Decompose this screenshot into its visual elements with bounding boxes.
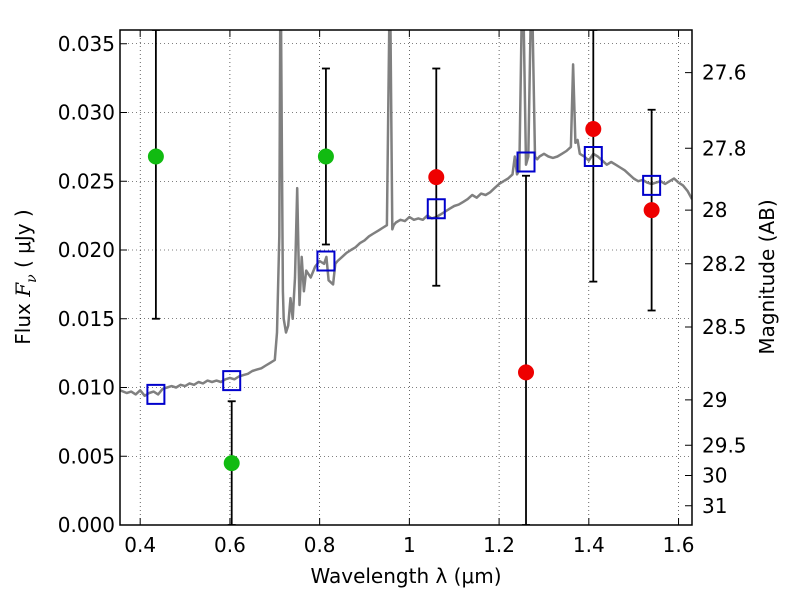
red-photometry-point [585,121,602,137]
y-tick-label: 0.005 [58,444,115,468]
x-tick-label: 0.4 [124,533,156,557]
model-band-square [222,370,242,392]
y-tick-label: 0.000 [58,513,115,537]
model-band-square [426,198,446,220]
model-spectrum-line [120,30,692,398]
y-tick-label: 0.035 [58,32,115,56]
y2-tick-label: 28.2 [702,252,747,276]
y2-tick-label: 28.5 [702,315,747,339]
y2-tick-label: 29.5 [702,433,747,457]
plot-area [120,30,692,525]
x-tick-label: 1.2 [483,533,515,557]
y-tick-label: 0.010 [58,376,115,400]
y-tick-label: 0.025 [58,169,115,193]
green-photometry-point [223,455,240,472]
x-tick-label: 0.6 [214,533,246,557]
y2-tick-label: 27.8 [702,136,747,160]
y2-axis-label: Magnitude (AB) [755,199,779,354]
x-tick-label: 0.8 [304,533,336,557]
y-tick-label: 0.020 [58,238,115,262]
green-photometry-point [147,148,164,165]
x-tick-label: 1.4 [573,533,605,557]
x-tick-label: 1.6 [663,533,695,557]
y-tick-label: 0.030 [58,101,115,125]
y2-tick-label: 28 [702,198,727,222]
red-photometry-point [428,169,445,186]
y-axis-label: Flux Fν ( μJy ) [11,209,40,344]
x-axis-label: Wavelength λ (μm) [310,564,501,588]
y2-tick-label: 27.6 [702,61,747,85]
model-band-square [146,383,166,405]
model-band-square [642,174,662,196]
y2-tick-label: 30 [702,464,727,488]
y2-tick-label: 31 [702,494,727,518]
y2-tick-label: 29 [702,388,727,412]
green-photometry-point [317,148,334,165]
markers-layer [146,121,662,472]
model-spectrum-layer [120,30,692,398]
model-band-square [516,151,536,173]
model-band-square [583,146,603,167]
red-photometry-point [518,364,535,381]
x-tick-label: 1 [403,533,416,557]
axis-ticks: 0.4 0.6 0.8 1 1.2 1.4 1.6 0.000 0.005 0.010 0.015 0… [58,30,747,557]
y-tick-label: 0.015 [58,307,115,331]
model-band-square [316,250,336,272]
red-photometry-point [643,202,660,219]
plot-frame [119,29,693,526]
